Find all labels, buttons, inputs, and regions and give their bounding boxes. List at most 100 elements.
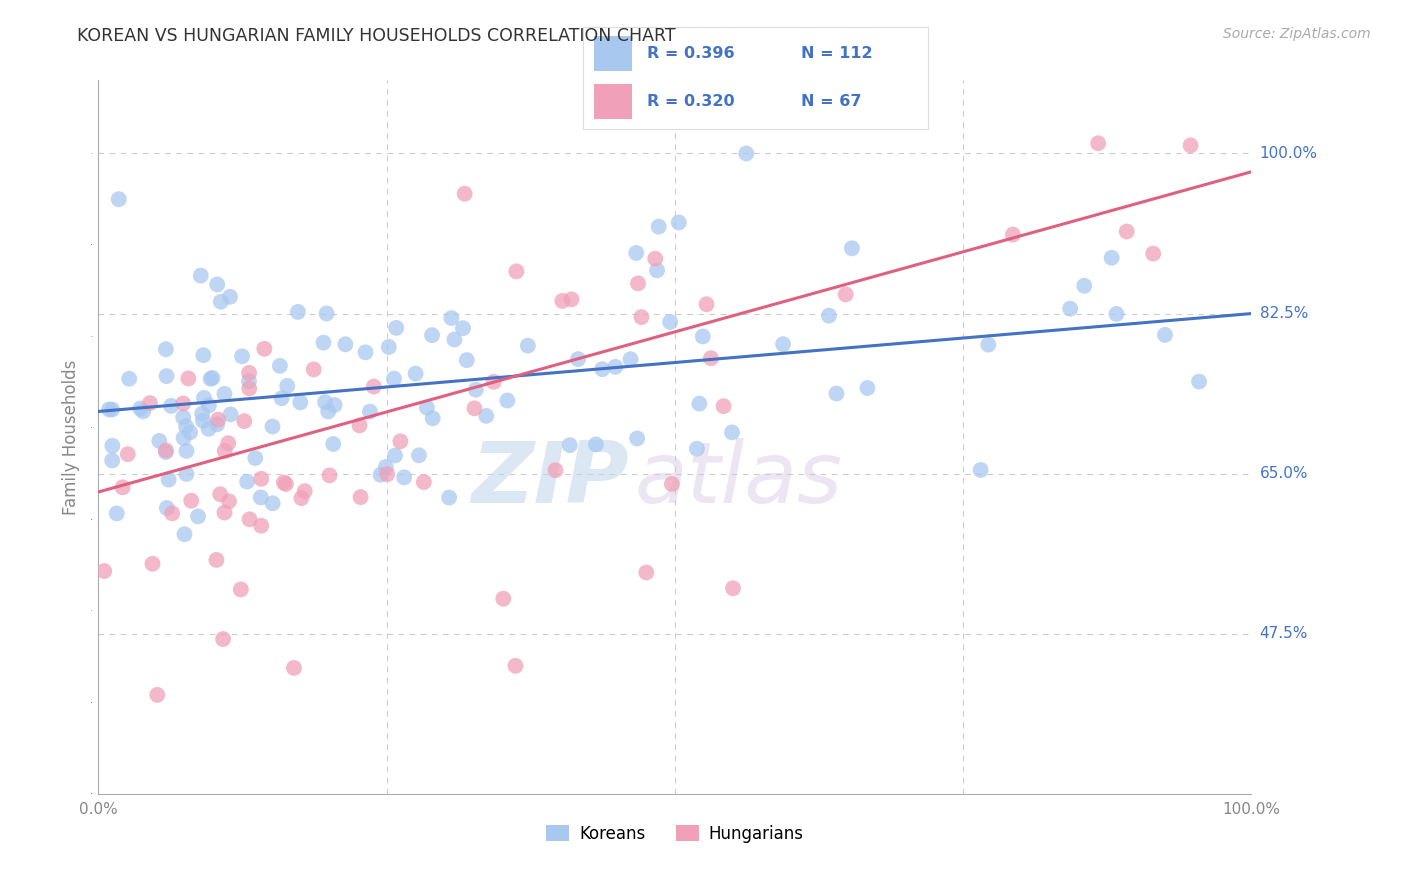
Point bbox=[155, 369, 177, 384]
Point bbox=[262, 419, 284, 434]
Point bbox=[374, 460, 396, 475]
Point bbox=[375, 467, 398, 482]
Point bbox=[354, 345, 377, 359]
Point bbox=[1001, 227, 1024, 242]
Point bbox=[249, 491, 271, 505]
Point bbox=[392, 470, 415, 484]
Point bbox=[323, 398, 346, 412]
Point bbox=[713, 399, 735, 413]
Point bbox=[205, 417, 228, 432]
Point bbox=[389, 434, 412, 449]
Text: R = 0.396: R = 0.396 bbox=[647, 45, 735, 61]
Point bbox=[772, 337, 794, 351]
Point bbox=[148, 434, 170, 448]
Point bbox=[238, 382, 260, 396]
Point bbox=[245, 451, 267, 466]
Y-axis label: Family Households: Family Households bbox=[62, 359, 80, 515]
Point bbox=[190, 268, 212, 283]
Point bbox=[238, 512, 260, 526]
Point bbox=[201, 371, 224, 385]
Point bbox=[205, 277, 228, 292]
Point bbox=[132, 404, 155, 418]
Point bbox=[558, 438, 581, 452]
Text: N = 112: N = 112 bbox=[800, 45, 872, 61]
Point bbox=[111, 480, 134, 494]
Point bbox=[191, 414, 214, 428]
Text: 47.5%: 47.5% bbox=[1260, 626, 1308, 641]
Text: 82.5%: 82.5% bbox=[1260, 306, 1308, 321]
Point bbox=[412, 475, 434, 489]
Point bbox=[107, 192, 129, 206]
Point bbox=[276, 379, 298, 393]
Point bbox=[437, 491, 460, 505]
Point bbox=[560, 293, 582, 307]
Point bbox=[157, 473, 180, 487]
Point bbox=[160, 506, 183, 520]
Text: 65.0%: 65.0% bbox=[1260, 467, 1308, 481]
Text: ZIP: ZIP bbox=[471, 438, 628, 522]
Point bbox=[700, 351, 723, 366]
Point bbox=[212, 632, 235, 646]
Point bbox=[209, 487, 232, 501]
Point bbox=[626, 432, 648, 446]
Text: atlas: atlas bbox=[634, 438, 842, 522]
Point bbox=[217, 436, 239, 450]
Point bbox=[661, 477, 683, 491]
Point bbox=[191, 407, 214, 421]
Text: KOREAN VS HUNGARIAN FAMILY HOUSEHOLDS CORRELATION CHART: KOREAN VS HUNGARIAN FAMILY HOUSEHOLDS CO… bbox=[77, 27, 676, 45]
Point bbox=[117, 447, 139, 461]
Point bbox=[349, 490, 371, 504]
Point bbox=[193, 348, 215, 362]
Point bbox=[659, 315, 682, 329]
Point bbox=[440, 311, 463, 326]
Point bbox=[219, 408, 242, 422]
Point bbox=[841, 241, 863, 255]
Point bbox=[274, 477, 297, 491]
Point bbox=[214, 506, 236, 520]
Point bbox=[591, 362, 613, 376]
Point bbox=[616, 101, 638, 115]
Point bbox=[200, 372, 222, 386]
Point bbox=[451, 321, 474, 335]
Point bbox=[464, 383, 486, 397]
Point bbox=[492, 591, 515, 606]
Point bbox=[1059, 301, 1081, 316]
Point bbox=[229, 582, 252, 597]
Text: N = 67: N = 67 bbox=[800, 95, 860, 109]
Point bbox=[214, 443, 236, 458]
Point bbox=[129, 401, 152, 416]
Point bbox=[155, 443, 177, 458]
FancyBboxPatch shape bbox=[593, 84, 631, 119]
Point bbox=[294, 484, 316, 499]
Point bbox=[969, 463, 991, 477]
Text: Source: ZipAtlas.com: Source: ZipAtlas.com bbox=[1223, 27, 1371, 41]
Point bbox=[219, 290, 242, 304]
Point bbox=[231, 349, 253, 363]
Point bbox=[187, 509, 209, 524]
Point bbox=[93, 564, 115, 578]
Point bbox=[645, 263, 668, 277]
Point bbox=[422, 411, 444, 425]
Point bbox=[155, 343, 177, 357]
Point bbox=[101, 439, 124, 453]
Point bbox=[378, 340, 401, 354]
Point bbox=[156, 501, 179, 516]
Point bbox=[1073, 278, 1095, 293]
Point bbox=[696, 297, 718, 311]
Point bbox=[198, 398, 221, 412]
Point bbox=[283, 661, 305, 675]
Point bbox=[721, 582, 744, 596]
Point bbox=[290, 395, 312, 409]
Point bbox=[101, 453, 124, 467]
Point bbox=[370, 467, 392, 482]
Point bbox=[349, 418, 371, 433]
Point bbox=[316, 404, 339, 418]
FancyBboxPatch shape bbox=[593, 36, 631, 70]
Point bbox=[141, 557, 163, 571]
Point bbox=[205, 553, 228, 567]
Text: 100.0%: 100.0% bbox=[1260, 146, 1317, 161]
Point bbox=[384, 449, 406, 463]
Point bbox=[98, 402, 121, 417]
Point bbox=[209, 294, 232, 309]
Point bbox=[287, 305, 309, 319]
